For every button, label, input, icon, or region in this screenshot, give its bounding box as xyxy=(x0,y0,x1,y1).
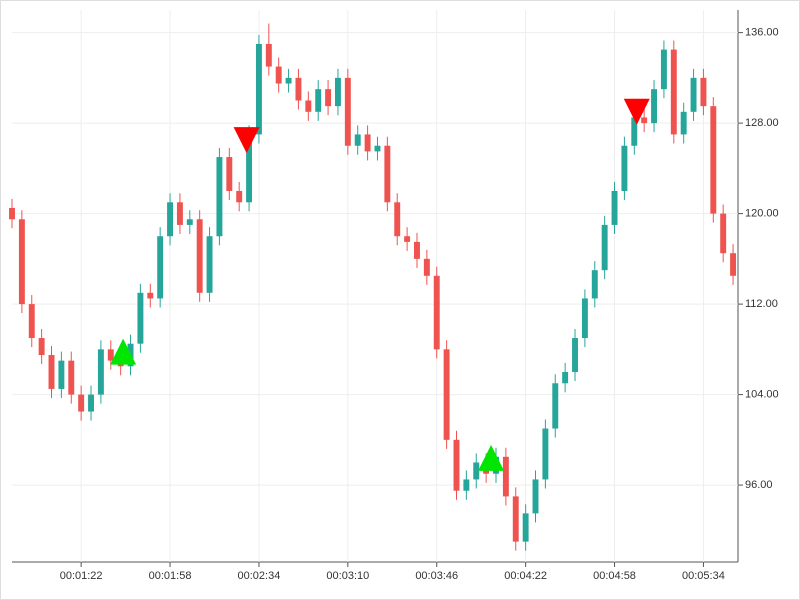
candle-body xyxy=(176,202,183,225)
x-tick-label: 00:03:10 xyxy=(326,570,369,582)
y-tick-label: 120.00 xyxy=(745,208,779,220)
candle-body xyxy=(186,219,193,225)
candle-body xyxy=(354,134,361,146)
candle-body xyxy=(344,77,351,146)
candle-body xyxy=(147,292,154,299)
candle-body xyxy=(572,338,578,372)
candle-body xyxy=(591,270,598,299)
candle-body xyxy=(690,77,697,112)
candle-body xyxy=(157,236,164,299)
candle-body xyxy=(265,43,272,67)
x-tick-label: 00:01:22 xyxy=(60,570,103,582)
candle-body xyxy=(325,89,332,107)
x-tick-label: 00:03:46 xyxy=(415,570,458,582)
candle-body xyxy=(562,371,569,384)
candle-body xyxy=(404,236,411,242)
candle-body xyxy=(88,394,94,412)
candle-body xyxy=(680,111,687,135)
candle-body xyxy=(196,219,203,293)
candle-body xyxy=(9,207,15,220)
candle-body xyxy=(246,134,253,203)
candle-body xyxy=(68,360,75,395)
x-tick-label: 00:01:58 xyxy=(149,570,192,582)
candle-body xyxy=(542,428,549,480)
candle-body xyxy=(621,145,628,191)
candle-body xyxy=(295,77,302,101)
candle-body xyxy=(78,394,85,412)
buy-marker xyxy=(478,444,505,471)
candle-body xyxy=(285,77,292,84)
candle-body xyxy=(384,145,391,203)
candle-body xyxy=(651,89,658,124)
candle-body xyxy=(28,304,35,339)
candle-body xyxy=(423,258,430,276)
y-tick-label: 128.00 xyxy=(745,117,779,129)
candle-body xyxy=(236,190,243,203)
candle-body xyxy=(275,66,282,84)
candle-body xyxy=(670,49,677,135)
candle-body xyxy=(453,439,460,491)
candle-body xyxy=(710,106,717,214)
candle-body xyxy=(315,89,322,112)
x-tick-label: 00:04:22 xyxy=(504,570,547,582)
candle-body xyxy=(58,360,65,389)
y-tick-label: 136.00 xyxy=(745,27,779,39)
candle-body xyxy=(631,117,638,146)
candle-body xyxy=(443,349,450,440)
candle-body xyxy=(18,219,25,305)
candle-body xyxy=(700,77,707,107)
candle-body xyxy=(641,117,648,124)
candle-body xyxy=(38,338,45,355)
candle-body xyxy=(216,157,223,237)
candle-body xyxy=(226,157,233,191)
candle-body xyxy=(552,383,559,429)
candle-body xyxy=(660,49,667,90)
x-tick-label: 00:04:58 xyxy=(593,570,636,582)
candle-body xyxy=(97,349,104,395)
candle-body xyxy=(374,145,381,152)
candle-body xyxy=(473,462,480,480)
candle-body xyxy=(502,456,509,497)
candle-body xyxy=(137,292,144,344)
candle-body xyxy=(48,355,55,389)
y-tick-label: 104.00 xyxy=(745,388,779,400)
candle-body xyxy=(720,213,727,254)
y-tick-label: 112.00 xyxy=(745,298,778,310)
x-tick-label: 00:02:34 xyxy=(238,570,281,582)
candle-body xyxy=(532,479,539,514)
buy-marker xyxy=(110,338,137,365)
candle-body xyxy=(394,202,401,237)
candle-body xyxy=(611,190,618,225)
candle-body xyxy=(522,513,529,542)
candle-body xyxy=(581,298,588,339)
candle-body xyxy=(305,100,312,112)
sell-marker xyxy=(233,127,260,154)
candle-body xyxy=(730,253,737,276)
candle-body xyxy=(414,241,420,259)
candle-body xyxy=(512,496,519,542)
candle-body xyxy=(334,77,341,107)
x-tick-label: 00:05:34 xyxy=(682,570,725,582)
candle-body xyxy=(433,275,440,350)
candle-body xyxy=(107,349,114,361)
sell-marker xyxy=(623,98,650,125)
candle-body xyxy=(206,236,213,293)
candle-body xyxy=(463,479,470,491)
y-tick-label: 96.00 xyxy=(745,479,773,491)
candle-body xyxy=(601,224,608,271)
candle-body xyxy=(364,134,371,152)
candle-body xyxy=(255,43,262,135)
candle-body xyxy=(167,202,174,237)
